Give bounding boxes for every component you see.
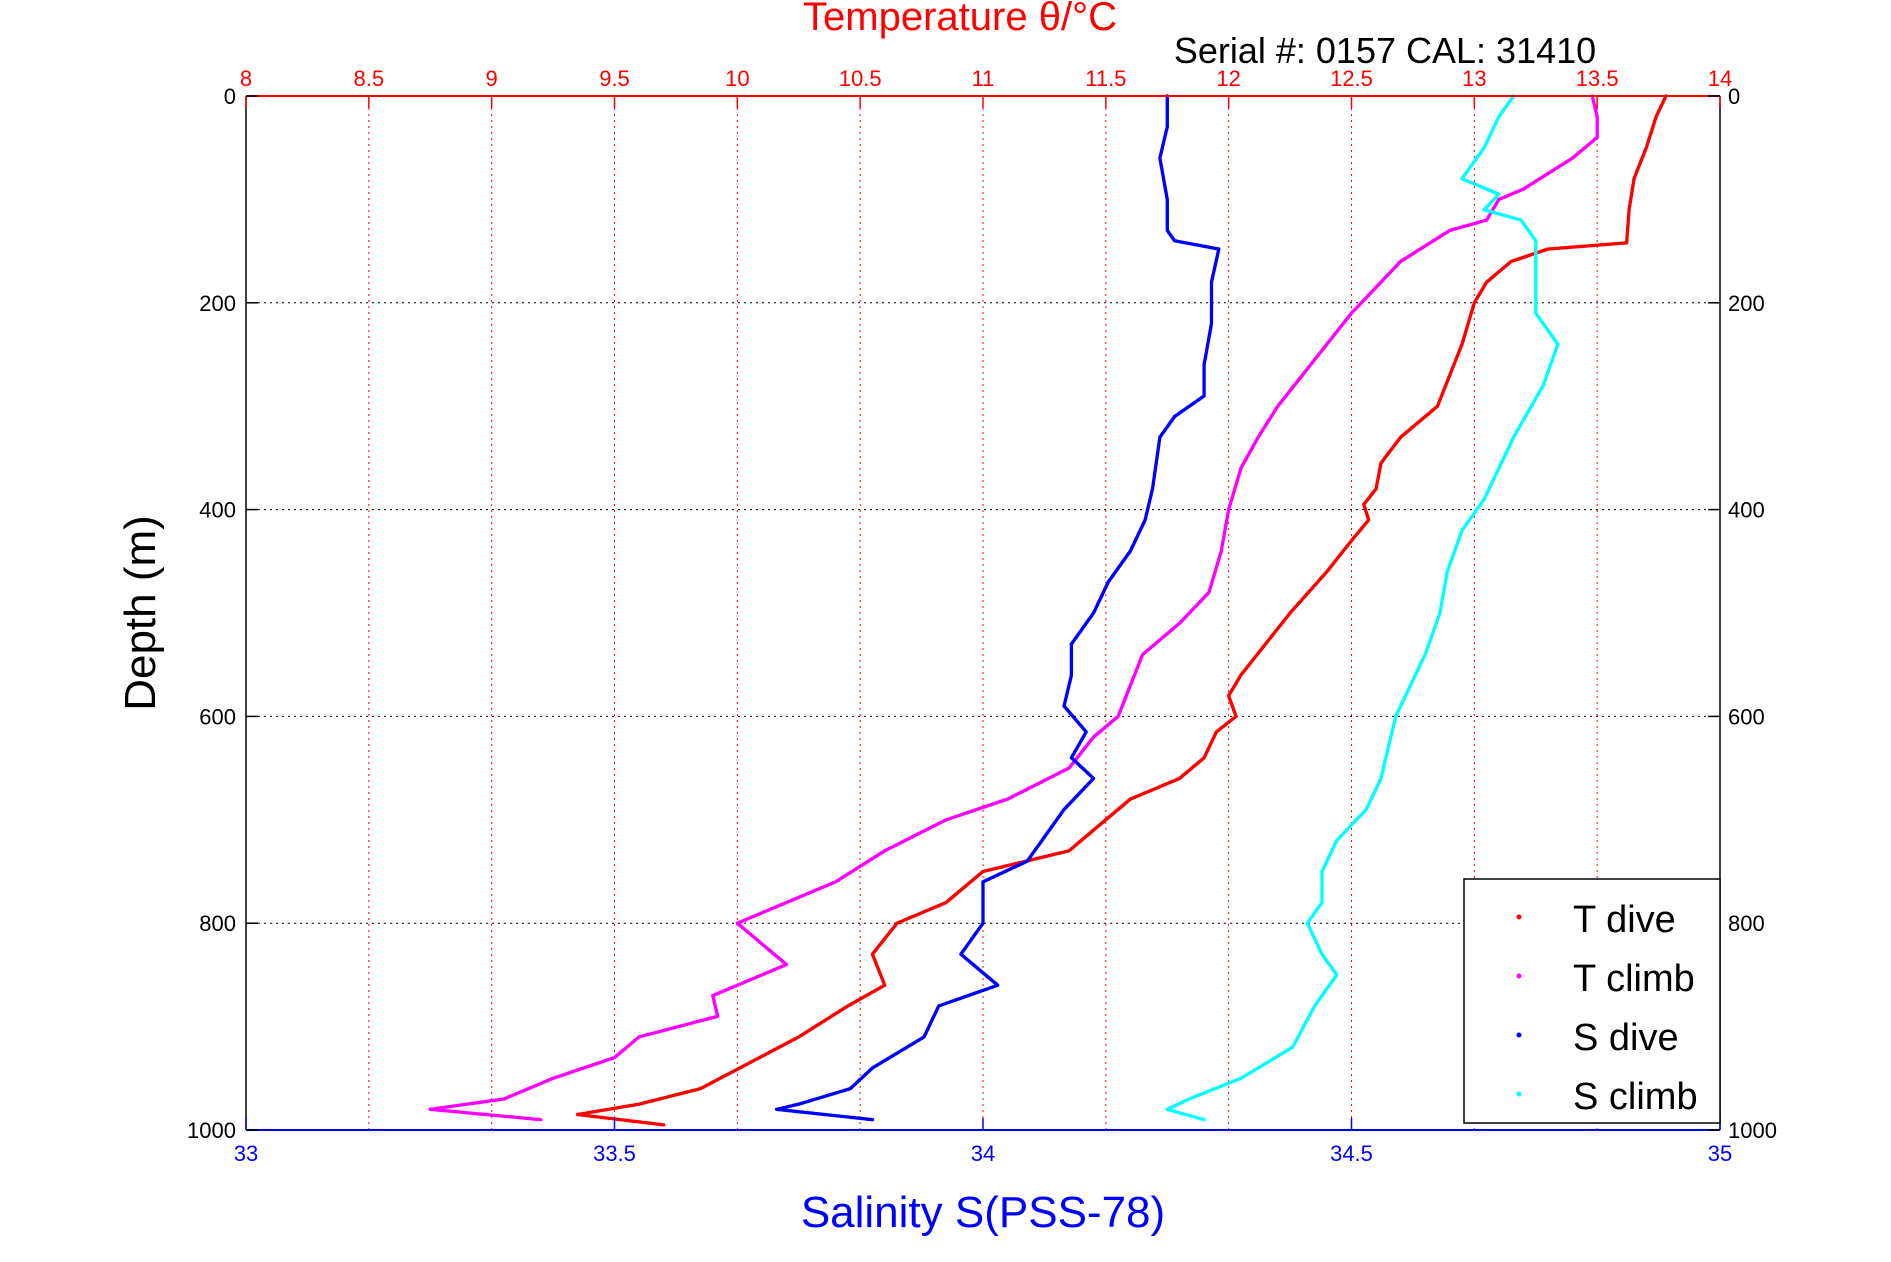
- depth-tick-label-right: 800: [1728, 911, 1765, 936]
- legend-label: S dive: [1573, 1017, 1679, 1059]
- depth-tick-label-right: 1000: [1728, 1118, 1777, 1143]
- temperature-tick-label: 9: [486, 66, 498, 91]
- depth-tick-label-right: 0: [1728, 84, 1740, 109]
- legend-marker: [1516, 973, 1522, 979]
- salinity-tick-label: 33.5: [593, 1141, 636, 1166]
- depth-tick-label-right: 200: [1728, 291, 1765, 316]
- depth-tick-label-left: 0: [224, 84, 236, 109]
- legend-marker: [1516, 1032, 1522, 1038]
- temperature-tick-label: 9.5: [599, 66, 630, 91]
- temperature-tick-label: 10: [725, 66, 749, 91]
- legend-label: S climb: [1573, 1076, 1698, 1118]
- grid-lines: [246, 96, 1720, 1130]
- series-t-dive: [575, 94, 1668, 1127]
- depth-axis-ticks: 0 0 200 200 400 400 600 600 800 800 1000 1000: [187, 84, 1777, 1143]
- temperature-tick-label: 12: [1216, 66, 1240, 91]
- temperature-tick-label: 11.5: [1085, 66, 1126, 91]
- depth-tick-label-left: 800: [199, 911, 236, 936]
- salinity-axis-ticks: 33 33.5 34 34.5 35: [234, 1118, 1732, 1166]
- legend: T dive T climb S dive S climb: [1463, 878, 1721, 1124]
- legend-label: T dive: [1573, 899, 1676, 941]
- temperature-tick-label: 13: [1462, 66, 1486, 91]
- temperature-tick-label: 8.5: [354, 66, 385, 91]
- legend-marker: [1516, 1091, 1522, 1097]
- data-point: [1202, 1117, 1206, 1122]
- x-axis-label: Salinity S(PSS-78): [801, 1188, 1165, 1237]
- temperature-tick-label: 13.5: [1576, 66, 1619, 91]
- data-point: [870, 1117, 875, 1122]
- temperature-tick-label: 10.5: [839, 66, 882, 91]
- temperature-tick-label: 8: [240, 66, 252, 91]
- legend-box: [1463, 878, 1721, 1124]
- depth-tick-label-left: 1000: [187, 1118, 236, 1143]
- data-series: [428, 94, 1668, 1127]
- temperature-tick-label: 14: [1708, 66, 1732, 91]
- series-s-climb: [1165, 94, 1560, 1122]
- depth-tick-label-left: 600: [199, 704, 236, 729]
- data-point: [539, 1117, 543, 1122]
- depth-tick-label-left: 200: [199, 291, 236, 316]
- salinity-tick-label: 34: [971, 1141, 995, 1166]
- chart-title: Temperature θ/°C: [803, 0, 1117, 39]
- depth-tick-label-left: 400: [199, 498, 236, 523]
- depth-tick-label-right: 400: [1728, 498, 1765, 523]
- salinity-tick-label: 35: [1708, 1141, 1732, 1166]
- legend-items: T dive T climb S dive S climb: [1516, 899, 1698, 1118]
- series-s-dive: [774, 94, 1221, 1122]
- data-point: [661, 1123, 666, 1127]
- legend-marker: [1516, 914, 1522, 920]
- y-axis-label: Depth (m): [116, 515, 165, 711]
- depth-tick-label-right: 600: [1728, 704, 1765, 729]
- temperature-tick-label: 11: [972, 66, 995, 91]
- legend-label: T climb: [1573, 958, 1695, 1000]
- salinity-tick-label: 34.5: [1330, 1141, 1373, 1166]
- salinity-tick-label: 33: [234, 1141, 258, 1166]
- series-t-climb: [428, 94, 1599, 1122]
- temperature-tick-label: 12.5: [1330, 66, 1373, 91]
- temperature-axis-ticks: 8 8.5 9 9.5 10 10.5 11 11.5 12 12.5 13 13.5 14: [240, 66, 1732, 108]
- chart-subtitle: Serial #: 0157 CAL: 31410: [1174, 30, 1596, 71]
